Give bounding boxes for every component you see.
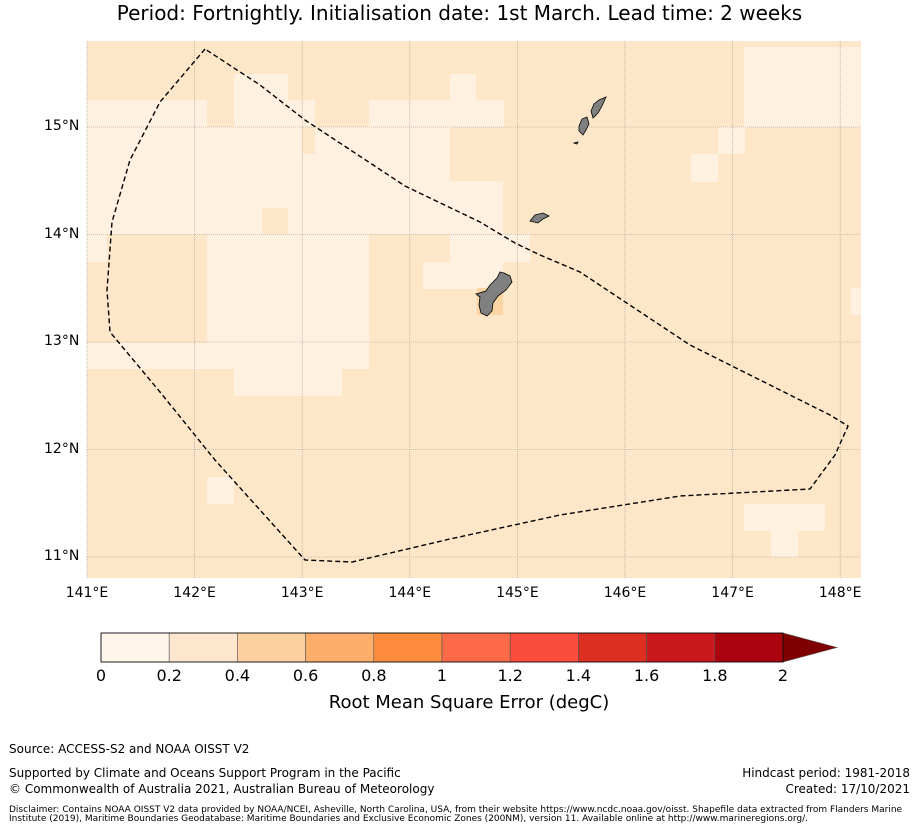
colorbar-segment — [305, 632, 375, 663]
source-text: Source: ACCESS-S2 and NOAA OISST V2 — [9, 742, 250, 756]
rmse-cell-low — [207, 477, 234, 504]
rmse-cell-low — [207, 261, 369, 295]
rmse-cell-low — [234, 369, 342, 396]
created-text: Created: 17/10/2021 — [785, 782, 910, 796]
colorbar-segment — [646, 632, 716, 663]
colorbar-tick: 1.4 — [565, 666, 592, 685]
lon-label: 142°E — [173, 585, 216, 601]
rmse-cell-low — [87, 234, 107, 262]
copyright-text: © Commonwealth of Australia 2021, Austra… — [9, 782, 435, 796]
colorbar — [100, 632, 839, 663]
lat-label: 11°N — [44, 548, 80, 564]
colorbar-frame — [100, 632, 784, 663]
rmse-cell-low — [315, 127, 450, 181]
rmse-cell-low — [207, 234, 369, 261]
colorbar-tick: 0 — [95, 666, 107, 685]
rmse-cell-low — [744, 504, 825, 531]
colorbar-tick: 1.6 — [633, 666, 660, 685]
lat-label: 14°N — [44, 225, 80, 242]
rmse-cell-low — [851, 288, 861, 315]
lon-label: 148°E — [818, 585, 862, 601]
colorbar-tick: 0.6 — [292, 666, 319, 685]
rmse-grid — [87, 41, 861, 578]
colorbar-tick: 2 — [777, 666, 789, 685]
lon-label: 141°E — [65, 585, 109, 601]
island-tinian — [578, 116, 590, 136]
colorbar-segment — [373, 632, 443, 663]
colorbar-segment — [100, 632, 170, 663]
colorbar-tick: 1.8 — [702, 666, 728, 685]
colorbar-label: Root Mean Square Error (degC) — [328, 692, 610, 713]
rmse-cell-low — [87, 343, 207, 369]
rmse-cell-low — [744, 47, 861, 127]
lon-label: 146°E — [603, 585, 647, 601]
lat-label: 13°N — [44, 333, 80, 349]
land-islands — [475, 96, 607, 317]
island-aguijan — [572, 141, 579, 145]
rmse-cell-low — [234, 74, 288, 100]
colorbar-tick: 1.2 — [497, 666, 523, 685]
rmse-cell-low — [423, 262, 503, 289]
lon-label: 143°E — [280, 585, 324, 601]
colorbar-segment — [509, 632, 579, 663]
disclaimer-text: Disclaimer: Contains NOAA OISST V2 data … — [9, 805, 903, 824]
island-guam — [475, 271, 513, 317]
rmse-cell-low — [207, 295, 369, 369]
island-saipan — [590, 96, 607, 119]
graticule — [86, 41, 861, 578]
rmse-cell-low — [450, 74, 476, 100]
colorbar-segment — [714, 632, 784, 663]
eez-boundary — [106, 48, 849, 563]
rmse-cell-low — [718, 127, 745, 154]
lon-label: 147°E — [711, 585, 754, 601]
map-title: Period: Fortnightly. Initialisation date… — [116, 1, 803, 25]
colorbar-tick: 0.4 — [224, 666, 251, 685]
colorbar-extend-arrow — [782, 632, 839, 663]
supported-text: Supported by Climate and Oceans Support … — [9, 766, 401, 780]
colorbar-tick: 0.2 — [156, 666, 182, 685]
colorbar-tick: 0.8 — [361, 666, 387, 685]
rmse-cell-low — [234, 100, 315, 127]
rmse-cell-low — [369, 100, 504, 127]
lat-label: 12°N — [44, 440, 80, 457]
colorbar-segment — [441, 632, 511, 663]
lat-label: 15°N — [44, 118, 80, 134]
colorbar-segment — [168, 632, 238, 663]
island-rota — [529, 212, 550, 224]
colorbar-tick: 1 — [436, 666, 448, 685]
hindcast-text: Hindcast period: 1981-2018 — [742, 766, 910, 780]
colorbar-segment — [578, 632, 647, 663]
colorbar-segment — [237, 632, 306, 663]
lon-label: 145°E — [496, 585, 539, 601]
rmse-cell-low — [87, 100, 207, 127]
rmse-cell-low — [450, 234, 530, 262]
lon-label: 144°E — [388, 585, 432, 601]
rmse-cell-low — [87, 208, 127, 234]
rmse-cell-low — [691, 154, 718, 182]
rmse-cell-low — [771, 531, 798, 557]
rmse-cell-low — [288, 181, 503, 234]
